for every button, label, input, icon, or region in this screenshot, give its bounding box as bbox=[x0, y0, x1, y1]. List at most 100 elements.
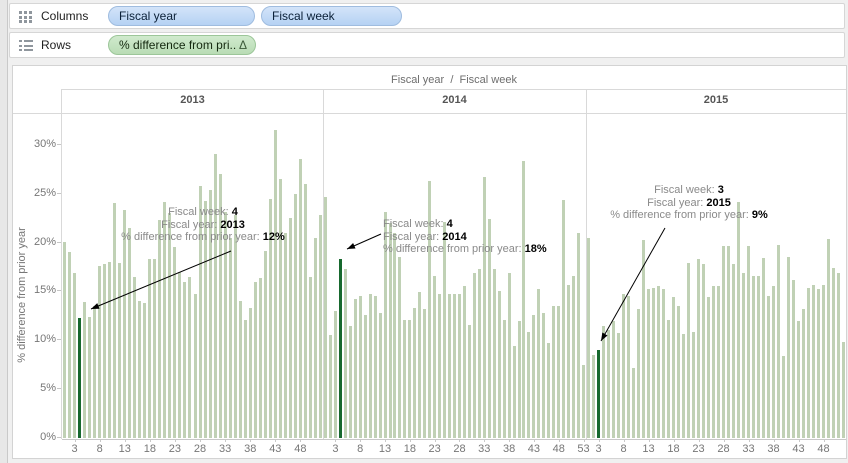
bar[interactable] bbox=[113, 202, 117, 438]
bar[interactable] bbox=[572, 275, 576, 438]
bar[interactable] bbox=[333, 310, 337, 438]
bar[interactable] bbox=[238, 301, 242, 438]
bar[interactable] bbox=[293, 193, 297, 438]
bar[interactable] bbox=[552, 306, 556, 438]
bar[interactable] bbox=[353, 299, 357, 438]
bar[interactable] bbox=[757, 275, 760, 438]
bar[interactable] bbox=[148, 259, 152, 438]
bar[interactable] bbox=[423, 309, 427, 438]
bar[interactable] bbox=[672, 297, 675, 438]
bar[interactable] bbox=[143, 303, 147, 438]
bar[interactable] bbox=[707, 297, 710, 438]
bar[interactable] bbox=[378, 312, 382, 438]
bar[interactable] bbox=[133, 276, 137, 438]
bar[interactable] bbox=[832, 268, 835, 438]
bar[interactable] bbox=[487, 219, 491, 438]
bar[interactable] bbox=[118, 263, 122, 438]
pill-difference-from-pri[interactable]: % difference from pri.. Δ bbox=[108, 35, 256, 55]
bar[interactable] bbox=[817, 288, 820, 438]
bar[interactable] bbox=[318, 215, 322, 438]
bar[interactable] bbox=[308, 276, 312, 438]
bar[interactable] bbox=[63, 241, 66, 438]
bar[interactable] bbox=[158, 220, 162, 438]
bar[interactable] bbox=[448, 294, 452, 438]
bar[interactable] bbox=[163, 201, 167, 438]
bar[interactable] bbox=[492, 268, 496, 438]
bar[interactable] bbox=[792, 279, 795, 438]
bar[interactable] bbox=[682, 334, 685, 438]
bar[interactable] bbox=[243, 319, 247, 438]
bar[interactable] bbox=[647, 289, 650, 438]
bar[interactable] bbox=[193, 294, 197, 438]
bar[interactable] bbox=[248, 308, 252, 438]
bar[interactable] bbox=[632, 367, 635, 438]
bar[interactable] bbox=[642, 239, 645, 438]
bar[interactable] bbox=[837, 272, 840, 438]
bar[interactable] bbox=[567, 284, 571, 438]
bar[interactable] bbox=[413, 308, 417, 438]
bar[interactable] bbox=[108, 262, 112, 438]
bar[interactable] bbox=[652, 287, 655, 438]
bar[interactable] bbox=[368, 294, 372, 438]
bar[interactable] bbox=[752, 275, 755, 438]
bar[interactable] bbox=[692, 331, 695, 438]
bar[interactable] bbox=[462, 285, 466, 438]
bar[interactable] bbox=[418, 292, 422, 438]
bar[interactable] bbox=[537, 289, 541, 438]
bar[interactable] bbox=[767, 296, 770, 438]
bar[interactable] bbox=[622, 294, 625, 438]
bar[interactable] bbox=[827, 238, 830, 438]
bar[interactable] bbox=[383, 212, 387, 438]
bar[interactable] bbox=[98, 266, 102, 438]
bar[interactable] bbox=[562, 199, 566, 438]
bar[interactable] bbox=[173, 247, 177, 438]
bar[interactable] bbox=[153, 259, 157, 438]
bar[interactable] bbox=[522, 160, 526, 438]
annotation-2[interactable]: Fiscal week: 4 Fiscal year: 2014% differe… bbox=[383, 218, 547, 256]
bar[interactable] bbox=[712, 285, 715, 438]
bar[interactable] bbox=[467, 324, 471, 438]
bar[interactable] bbox=[577, 232, 581, 438]
bar[interactable] bbox=[472, 272, 476, 438]
bar[interactable] bbox=[527, 332, 531, 438]
bar[interactable] bbox=[438, 294, 442, 438]
bar-highlighted-2015-w3[interactable] bbox=[597, 350, 600, 438]
bar[interactable] bbox=[83, 302, 87, 438]
bar[interactable] bbox=[298, 158, 302, 438]
bar[interactable] bbox=[168, 213, 172, 438]
bar[interactable] bbox=[258, 277, 262, 438]
bar[interactable] bbox=[263, 251, 267, 438]
bar[interactable] bbox=[443, 222, 447, 438]
columns-shelf[interactable]: Columns Fiscal year Fiscal week bbox=[9, 3, 845, 29]
bar[interactable] bbox=[797, 320, 800, 438]
annotation-1[interactable]: Fiscal week: 4 Fiscal year: 2013% differe… bbox=[53, 206, 353, 244]
bar[interactable] bbox=[702, 264, 705, 438]
bar[interactable] bbox=[482, 177, 486, 438]
bar[interactable] bbox=[103, 264, 107, 438]
bar[interactable] bbox=[592, 354, 595, 438]
bar[interactable] bbox=[313, 237, 317, 438]
bar[interactable] bbox=[328, 335, 332, 438]
bar[interactable] bbox=[557, 306, 561, 438]
bar[interactable] bbox=[188, 276, 192, 438]
bar[interactable] bbox=[742, 272, 745, 438]
bar[interactable] bbox=[822, 284, 825, 438]
bar[interactable] bbox=[268, 198, 272, 438]
bar[interactable] bbox=[228, 237, 232, 438]
bar[interactable] bbox=[727, 245, 730, 438]
bar[interactable] bbox=[607, 329, 610, 438]
bar[interactable] bbox=[253, 281, 257, 438]
bar[interactable] bbox=[812, 284, 815, 438]
bar[interactable] bbox=[178, 271, 182, 438]
bar[interactable] bbox=[183, 281, 187, 438]
rows-shelf[interactable]: Rows % difference from pri.. Δ bbox=[9, 32, 845, 58]
bar[interactable] bbox=[398, 257, 402, 438]
bar[interactable] bbox=[477, 268, 481, 438]
sort-delta-icon[interactable]: Δ bbox=[238, 38, 247, 52]
bar[interactable] bbox=[617, 333, 620, 438]
bar[interactable] bbox=[283, 232, 287, 438]
bar[interactable] bbox=[393, 232, 397, 438]
bar[interactable] bbox=[408, 319, 412, 438]
bar[interactable] bbox=[517, 320, 521, 438]
bar[interactable] bbox=[612, 320, 615, 438]
